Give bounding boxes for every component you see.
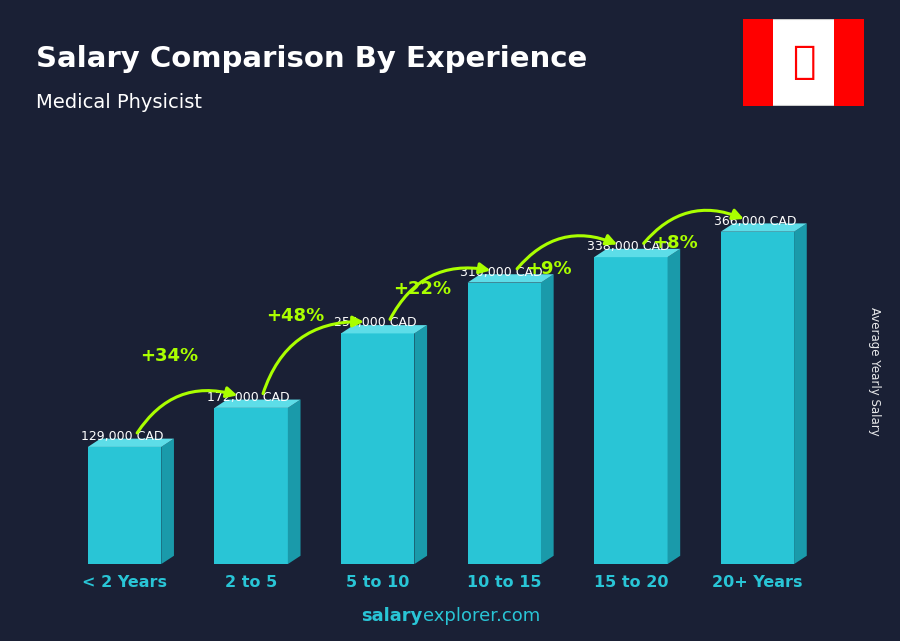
Text: salary: salary [362,607,423,625]
Text: +8%: +8% [652,234,698,252]
Polygon shape [161,438,174,564]
Text: 129,000 CAD: 129,000 CAD [81,430,163,443]
Polygon shape [468,274,554,283]
Text: +48%: +48% [266,307,325,325]
Polygon shape [541,274,554,564]
Polygon shape [88,438,174,447]
Polygon shape [794,224,806,564]
Text: +34%: +34% [140,347,198,365]
Polygon shape [668,249,680,564]
Bar [214,408,288,564]
Text: Salary Comparison By Experience: Salary Comparison By Experience [36,45,587,73]
Text: 🍁: 🍁 [792,44,814,81]
Bar [468,283,541,564]
Polygon shape [288,399,301,564]
Bar [721,231,794,564]
Text: 172,000 CAD: 172,000 CAD [207,391,290,404]
Text: 338,000 CAD: 338,000 CAD [587,240,670,253]
Text: explorer.com: explorer.com [423,607,540,625]
Bar [594,257,668,564]
Text: +22%: +22% [393,280,451,298]
Bar [833,19,864,106]
Polygon shape [414,325,427,564]
Text: Medical Physicist: Medical Physicist [36,93,202,112]
Text: 254,000 CAD: 254,000 CAD [334,317,417,329]
Polygon shape [721,224,806,231]
Text: +9%: +9% [526,260,572,278]
Bar [88,447,161,564]
Text: 310,000 CAD: 310,000 CAD [461,265,543,279]
Polygon shape [594,249,680,257]
Text: Average Yearly Salary: Average Yearly Salary [868,308,881,436]
Bar [742,19,773,106]
Bar [341,333,414,564]
Text: 366,000 CAD: 366,000 CAD [714,215,796,228]
Polygon shape [341,325,428,333]
Polygon shape [214,399,301,408]
